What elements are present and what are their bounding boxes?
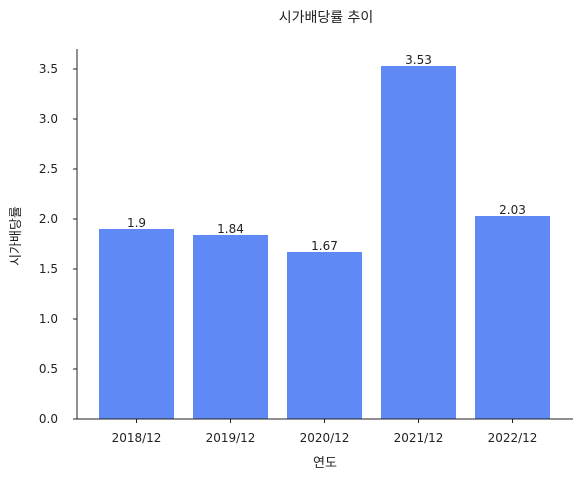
bar-value-label: 1.84 <box>217 222 244 236</box>
y-tick-label: 2.0 <box>39 212 58 226</box>
y-tick-label: 0.5 <box>39 362 58 376</box>
y-tick-label: 0.0 <box>39 412 58 426</box>
bar-value-label: 1.9 <box>127 216 146 230</box>
y-tick-label: 2.5 <box>39 162 58 176</box>
bar-2021-12 <box>381 66 456 419</box>
bar-value-label: 3.53 <box>405 53 432 67</box>
x-axis-ticks: 2018/12 2019/12 2020/12 2021/12 2022/12 <box>112 419 538 445</box>
x-tick-label: 2021/12 <box>394 431 444 445</box>
x-tick-label: 2020/12 <box>300 431 350 445</box>
x-tick-label: 2022/12 <box>488 431 538 445</box>
x-tick-label: 2019/12 <box>206 431 256 445</box>
y-tick-label: 3.0 <box>39 112 58 126</box>
y-tick-label: 1.5 <box>39 262 58 276</box>
y-tick-label: 1.0 <box>39 312 58 326</box>
y-axis-title: 시가배당률 <box>9 206 24 266</box>
bars-group <box>99 66 550 419</box>
y-axis-ticks: 0.0 0.5 1.0 1.5 2.0 2.5 3.0 3.5 <box>39 62 77 426</box>
bar-2018-12 <box>99 229 174 419</box>
x-tick-label: 2018/12 <box>112 431 162 445</box>
bar-2019-12 <box>193 235 268 419</box>
bar-value-label: 1.67 <box>311 239 338 253</box>
y-tick-label: 3.5 <box>39 62 58 76</box>
bar-2022-12 <box>475 216 550 419</box>
bar-2020-12 <box>287 252 362 419</box>
chart-title: 시가배당률 추이 <box>279 10 374 26</box>
x-axis-title: 연도 <box>313 456 337 471</box>
bar-value-labels: 1.9 1.84 1.67 3.53 2.03 <box>127 53 526 253</box>
bar-value-label: 2.03 <box>499 203 526 217</box>
